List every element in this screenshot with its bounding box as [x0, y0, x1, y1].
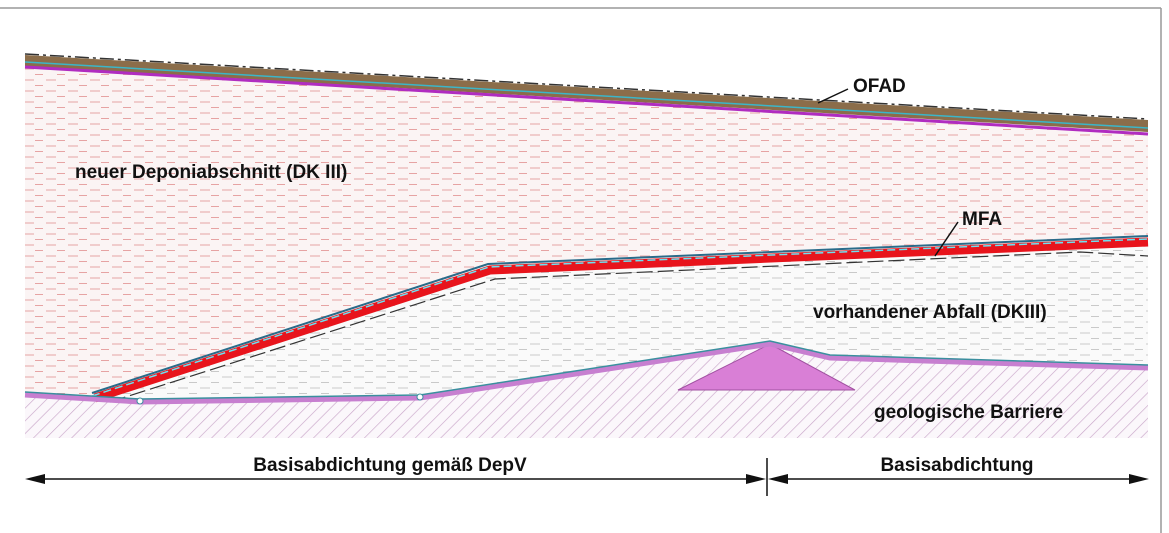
- mfa-layer: [93, 237, 1149, 403]
- geological-barrier-label: geologische Barriere: [874, 402, 1063, 423]
- mfa-line: [109, 251, 1149, 403]
- arrow-head: [25, 474, 45, 484]
- dam: [677, 343, 856, 391]
- drain: [416, 393, 424, 401]
- cover-line: [24, 65, 1149, 136]
- surface-line: [24, 53, 1149, 120]
- mfa-line: [91, 238, 1149, 397]
- leader-line: [934, 221, 959, 257]
- existing-waste-label: vorhandener Abfall (DKIII): [813, 302, 1047, 323]
- arrow-head: [746, 474, 766, 484]
- new-section: [25, 66, 1148, 398]
- existing-waste: [95, 240, 1148, 402]
- base-liner: [24, 340, 1149, 400]
- drain: [136, 397, 144, 405]
- cover-line: [24, 61, 1149, 129]
- new-section-label: neuer Deponiabschnitt (DK III): [75, 162, 347, 183]
- arrow-head: [768, 474, 788, 484]
- leader-line: [817, 88, 849, 104]
- cover-layer: [25, 55, 1148, 132]
- dimension-label: Basisabdichtung: [880, 455, 1033, 476]
- ofad-label: OFAD: [853, 76, 906, 97]
- dimension-label: Basisabdichtung gemäß DepV: [253, 455, 527, 476]
- mfa-label: MFA: [962, 209, 1002, 230]
- base-liner: [24, 341, 1149, 405]
- geological-barrier: [25, 344, 1148, 438]
- mfa-line: [91, 235, 1149, 394]
- arrow-head: [1129, 474, 1149, 484]
